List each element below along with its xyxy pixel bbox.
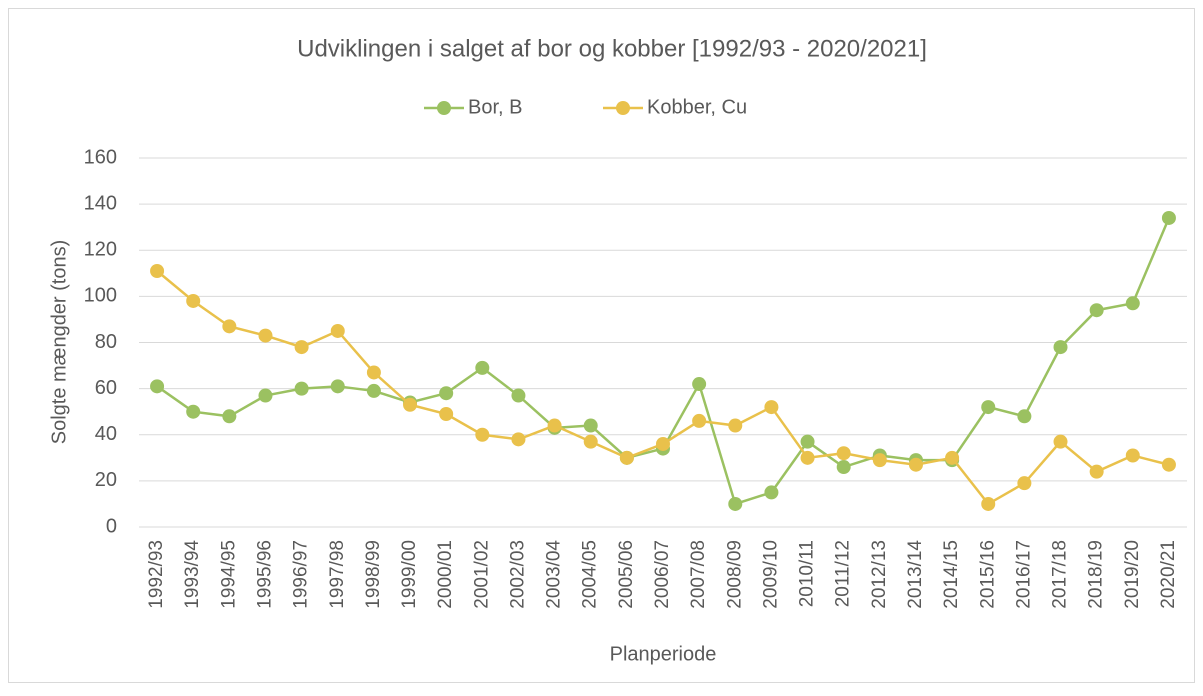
y-tick-label: 40	[95, 423, 117, 445]
data-point	[330, 379, 345, 394]
x-axis-label: Planperiode	[610, 643, 717, 665]
data-point	[1089, 303, 1104, 318]
data-point	[150, 264, 165, 279]
x-tick-label: 1995/96	[254, 540, 275, 609]
data-point	[222, 319, 237, 334]
x-tick-label: 1999/00	[399, 540, 420, 609]
x-tick-label: 2006/07	[652, 540, 673, 609]
chart-title: Udviklingen i salget af bor og kobber [1…	[297, 35, 927, 62]
x-tick-label: 2018/19	[1086, 540, 1107, 609]
data-point	[764, 485, 779, 500]
y-tick-label: 100	[84, 285, 117, 307]
data-point	[330, 323, 345, 338]
y-tick-label: 160	[84, 146, 117, 168]
data-point	[403, 397, 418, 412]
x-tick-label: 1996/97	[291, 540, 312, 609]
data-point	[800, 450, 815, 465]
data-point	[294, 340, 309, 355]
x-tick-label: 2008/09	[724, 540, 745, 609]
data-point	[511, 432, 526, 447]
data-point	[908, 457, 923, 472]
data-point	[945, 450, 960, 465]
data-point	[800, 434, 815, 449]
y-tick-label: 0	[106, 515, 117, 537]
x-tick-label: 2000/01	[435, 540, 456, 609]
y-tick-label: 80	[95, 331, 117, 353]
data-point	[439, 406, 454, 421]
x-tick-label: 2005/06	[616, 540, 637, 609]
data-point	[366, 383, 381, 398]
data-point	[619, 450, 634, 465]
data-point	[836, 460, 851, 475]
data-point	[294, 381, 309, 396]
x-tick-label: 2003/04	[544, 540, 565, 609]
data-point	[1161, 210, 1176, 225]
x-tick-label: 2020/21	[1158, 540, 1179, 609]
y-tick-label: 60	[95, 377, 117, 399]
data-point	[764, 400, 779, 415]
data-point	[1017, 409, 1032, 424]
x-tick-label: 2007/08	[688, 540, 709, 609]
x-tick-label: 2002/03	[507, 540, 528, 609]
data-point	[475, 427, 490, 442]
data-point	[728, 418, 743, 433]
data-point	[439, 386, 454, 401]
x-tick-label: 2015/16	[977, 540, 998, 609]
y-tick-label: 20	[95, 469, 117, 491]
x-tick-label: 1993/94	[182, 540, 203, 609]
data-point	[692, 377, 707, 392]
data-point	[258, 328, 273, 343]
chart-frame	[8, 8, 1195, 683]
legend-label: Kobber, Cu	[647, 96, 747, 118]
data-point	[1125, 448, 1140, 463]
y-tick-label: 140	[84, 192, 117, 214]
data-point	[836, 446, 851, 461]
x-tick-label: 1992/93	[146, 540, 167, 609]
data-point	[872, 453, 887, 468]
y-tick-label: 120	[84, 239, 117, 261]
x-tick-label: 1998/99	[363, 540, 384, 609]
data-point	[186, 404, 201, 419]
x-tick-label: 2001/02	[471, 540, 492, 609]
data-point	[583, 418, 598, 433]
y-axis-label: Solgte mængder (tons)	[48, 240, 70, 445]
x-tick-label: 2014/15	[941, 540, 962, 609]
data-point	[1053, 434, 1068, 449]
data-point	[1017, 476, 1032, 491]
data-point	[150, 379, 165, 394]
x-tick-label: 2009/10	[760, 540, 781, 609]
data-point	[547, 418, 562, 433]
legend-marker	[437, 101, 451, 115]
x-tick-label: 2010/11	[797, 540, 818, 607]
legend-label: Bor, B	[468, 96, 522, 118]
data-point	[583, 434, 598, 449]
data-point	[258, 388, 273, 403]
legend-marker	[616, 101, 630, 115]
x-tick-label: 2016/17	[1013, 540, 1034, 609]
data-point	[1161, 457, 1176, 472]
x-tick-label: 2011/12	[833, 540, 854, 607]
data-point	[186, 293, 201, 308]
x-tick-label: 2013/14	[905, 540, 926, 609]
data-point	[222, 409, 237, 424]
x-tick-label: 2012/13	[869, 540, 890, 609]
data-point	[1053, 340, 1068, 355]
data-point	[981, 400, 996, 415]
data-point	[511, 388, 526, 403]
x-tick-label: 2019/20	[1122, 540, 1143, 609]
x-tick-label: 2017/18	[1050, 540, 1071, 609]
data-point	[981, 496, 996, 511]
data-point	[656, 436, 670, 451]
x-tick-label: 2004/05	[580, 540, 601, 609]
x-tick-label: 1997/98	[327, 540, 348, 609]
x-tick-label: 1994/95	[218, 540, 239, 609]
data-point	[1125, 296, 1140, 311]
data-point	[1089, 464, 1104, 479]
data-point	[692, 413, 707, 428]
data-point	[475, 360, 490, 375]
data-point	[728, 496, 743, 511]
data-point	[366, 365, 381, 380]
